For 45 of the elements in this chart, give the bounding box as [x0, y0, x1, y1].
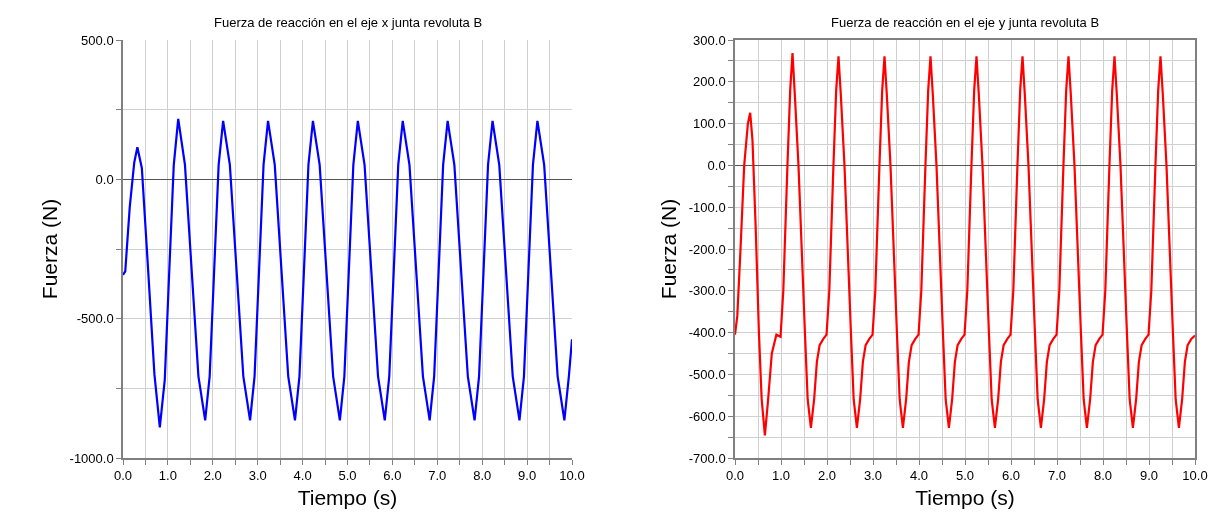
x-tick-label: 2.0 [203, 468, 222, 484]
y-axis-title: Fuerza (N) [657, 198, 681, 300]
x-tick-label: 0.0 [113, 468, 133, 484]
y-tick-label: -100.0 [688, 199, 726, 215]
x-axis-title: Tiempo (s) [915, 486, 1015, 510]
y-tick-label: -1000.0 [69, 450, 114, 466]
x-axis-title: Tiempo (s) [297, 486, 398, 510]
y-axis-title: Fuerza (N) [38, 198, 62, 300]
x-tick-label: 6.0 [383, 468, 402, 484]
x-tick-label: 4.0 [909, 468, 929, 484]
x-tick-label: 1.0 [158, 468, 177, 484]
y-tick-label: -700.0 [688, 450, 726, 466]
line-series [735, 51, 1195, 437]
y-tick-label: -600.0 [688, 408, 726, 424]
y-tick-label: -500.0 [76, 311, 114, 327]
y-tick-label: 0.0 [95, 171, 114, 187]
x-tick-label: 0.0 [725, 468, 745, 484]
chart-title: Fuerza de reacción en el eje x junta revoluta B [214, 15, 483, 30]
x-tick-label: 4.0 [293, 468, 312, 484]
y-tick-label: -300.0 [688, 283, 726, 299]
x-tick-label: 10.0 [1182, 468, 1208, 484]
y-tick-label: 0.0 [707, 157, 726, 173]
chart-title: Fuerza de reacción en el eje y junta revoluta B [831, 15, 1100, 30]
y-tick-label: 500.0 [81, 32, 114, 48]
x-tick-label: 8.0 [473, 468, 492, 484]
line-series [123, 117, 572, 429]
x-tick-label: 3.0 [863, 468, 883, 484]
x-tick-label: 9.0 [518, 468, 537, 484]
x-tick-label: 5.0 [955, 468, 975, 484]
y-tick-label: 300.0 [693, 32, 726, 48]
x-tick-label: 5.0 [338, 468, 357, 484]
y-tick-label: -400.0 [688, 325, 726, 341]
x-tick-label: 2.0 [817, 468, 837, 484]
y-tick-label: -500.0 [688, 366, 726, 382]
x-tick-label: 8.0 [1093, 468, 1113, 484]
x-tick-label: 3.0 [248, 468, 267, 484]
x-tick-label: 7.0 [428, 468, 447, 484]
x-tick-label: 7.0 [1047, 468, 1067, 484]
x-tick-label: 10.0 [559, 468, 585, 484]
x-tick-label: 1.0 [771, 468, 791, 484]
y-tick-label: 200.0 [693, 74, 726, 90]
x-tick-label: 9.0 [1139, 468, 1159, 484]
y-tick-label: 100.0 [693, 116, 726, 132]
y-tick-label: -200.0 [688, 241, 726, 257]
x-tick-label: 6.0 [1001, 468, 1021, 484]
